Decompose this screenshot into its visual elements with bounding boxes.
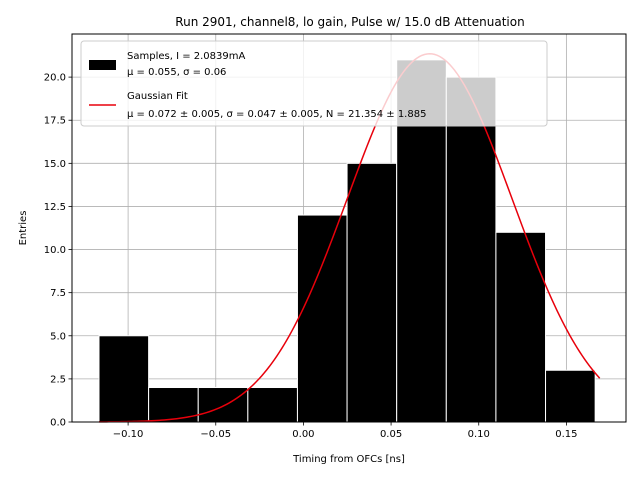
x-tick-label: 0.05 (380, 429, 402, 440)
y-axis-ticks: 0.0 2.5 5.0 7.5 10.0 12.5 15.0 17.5 20.0 (44, 73, 72, 429)
y-tick-label: 0.0 (50, 418, 66, 429)
y-tick-label: 2.5 (50, 374, 66, 385)
y-tick-label: 17.5 (44, 116, 66, 127)
x-axis-label: Timing from OFCs [ns] (292, 454, 405, 465)
histogram-bar (197, 387, 249, 423)
x-axis-ticks: −0.10 −0.05 0.00 0.05 0.10 0.15 (113, 422, 578, 440)
histogram-bar (495, 231, 547, 423)
histogram-bar (545, 369, 596, 423)
fit-curve-group (98, 53, 601, 423)
x-tick-label: 0.10 (468, 429, 490, 440)
y-tick-label: 7.5 (50, 288, 66, 299)
x-tick-label: 0.15 (555, 429, 577, 440)
x-tick-label: 0.00 (292, 429, 314, 440)
y-axis-label: Entries (18, 211, 29, 246)
x-tick-label: −0.05 (200, 429, 231, 440)
plot-frame (71, 33, 627, 423)
y-tick-label: 5.0 (50, 331, 66, 342)
histogram-bar (346, 162, 398, 423)
legend-stats-histogram: μ = 0.055, σ = 0.06 (127, 67, 226, 78)
histogram-bar (296, 214, 348, 423)
legend: Samples, I = 2.0839mA μ = 0.055, σ = 0.0… (80, 40, 548, 127)
gaussian-fit-line (98, 53, 601, 423)
chart-title: Run 2901, channel8, lo gain, Pulse w/ 15… (175, 15, 524, 29)
legend-label-fit: Gaussian Fit (127, 91, 188, 102)
y-tick-label: 10.0 (44, 245, 66, 256)
y-tick-label: 20.0 (44, 73, 66, 84)
y-tick-label: 12.5 (44, 202, 66, 213)
legend-label-histogram: Samples, I = 2.0839mA (127, 51, 245, 62)
x-tick-label: −0.10 (113, 429, 144, 440)
legend-swatch-histogram (89, 60, 116, 70)
histogram-bar (98, 335, 150, 423)
legend-params-fit: μ = 0.072 ± 0.005, σ = 0.047 ± 0.005, N … (127, 109, 426, 120)
y-tick-label: 15.0 (44, 159, 66, 170)
legend-box (80, 40, 548, 127)
histogram-bar (247, 387, 298, 423)
histogram-bar (445, 76, 497, 423)
